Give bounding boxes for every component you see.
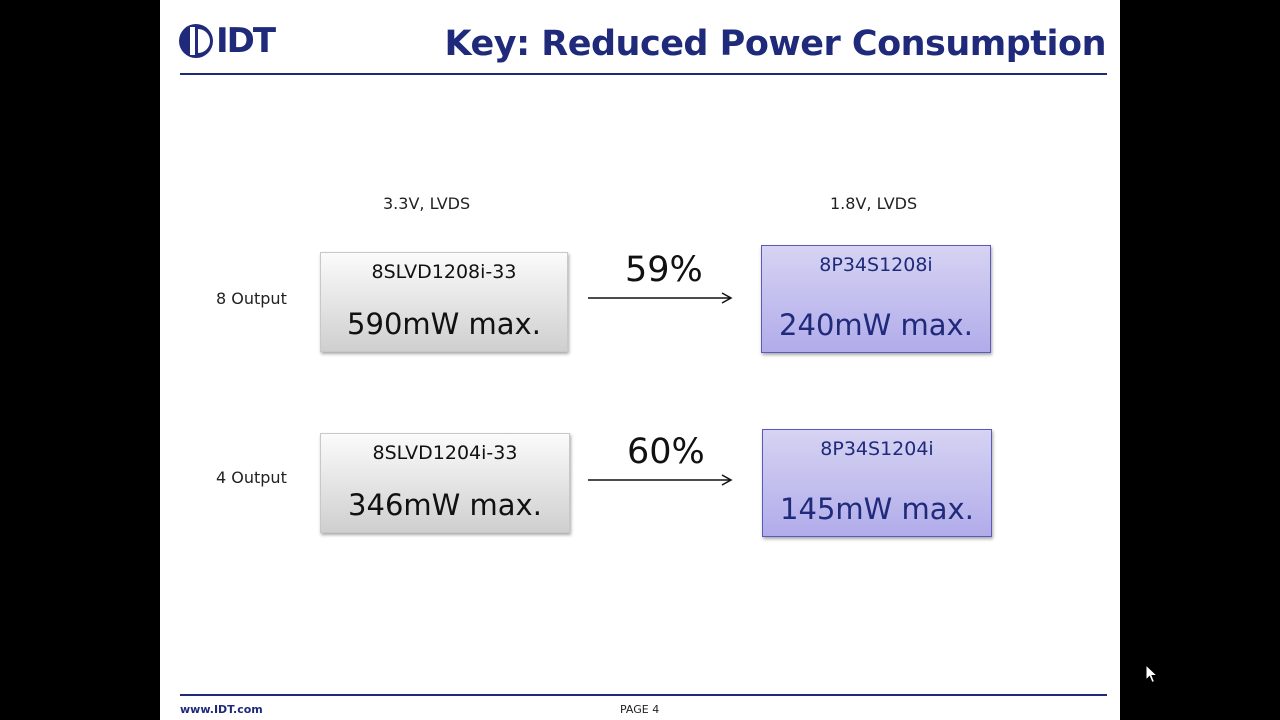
- new-part-box: 8P34S1208i 240mW max.: [761, 245, 991, 353]
- footer-website-link[interactable]: www.IDT.com: [180, 703, 263, 716]
- new-part-power: 240mW max.: [779, 308, 973, 342]
- old-part-box: 8SLVD1204i-33 346mW max.: [320, 433, 570, 533]
- column-header-left: 3.3V, LVDS: [383, 194, 471, 213]
- power-reduction-percent: 59%: [625, 250, 703, 290]
- title-divider: [180, 73, 1107, 75]
- right-arrow-icon: [588, 474, 733, 486]
- column-header-right: 1.8V, LVDS: [830, 194, 918, 213]
- new-part-power: 145mW max.: [780, 492, 974, 526]
- slide-title: Key: Reduced Power Consumption: [444, 24, 1107, 64]
- idt-logo-mark-icon: [179, 24, 213, 58]
- mouse-pointer-icon: [1145, 664, 1159, 684]
- right-arrow-icon: [588, 292, 733, 304]
- old-part-box: 8SLVD1208i-33 590mW max.: [320, 252, 568, 352]
- slide: IDT Key: Reduced Power Consumption 3.3V,…: [160, 0, 1120, 720]
- old-part-power: 346mW max.: [348, 488, 542, 522]
- idt-logo-text: IDT: [216, 21, 276, 61]
- row-label-8-output: 8 Output: [216, 289, 287, 308]
- old-part-power: 590mW max.: [347, 307, 541, 341]
- new-part-number: 8P34S1204i: [820, 438, 934, 460]
- old-part-number: 8SLVD1208i-33: [371, 261, 517, 283]
- row-label-4-output: 4 Output: [216, 468, 287, 487]
- page-number: PAGE 4: [620, 703, 660, 716]
- new-part-number: 8P34S1208i: [819, 254, 933, 276]
- old-part-number: 8SLVD1204i-33: [372, 442, 518, 464]
- new-part-box: 8P34S1204i 145mW max.: [762, 429, 992, 537]
- power-reduction-percent: 60%: [627, 432, 705, 472]
- footer-divider: [180, 694, 1107, 696]
- idt-logo: IDT: [178, 22, 288, 62]
